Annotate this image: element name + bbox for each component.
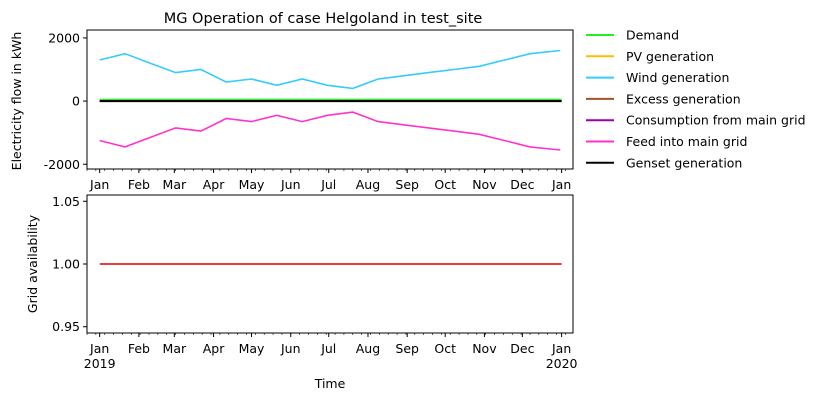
x-tick-label-0-1: Feb: [128, 177, 150, 192]
y-tick-label-1-2: 1.05: [52, 194, 80, 209]
y-tick-label-1-1: 1.00: [52, 257, 80, 272]
series-line-0-2: [99, 49, 561, 90]
legend-label-1: PV generation: [626, 49, 714, 64]
legend-label-5: Feed into main grid: [626, 134, 747, 149]
legend-label-4: Consumption from main grid: [626, 113, 806, 128]
x-tick-label-1-10: Nov: [472, 341, 497, 356]
x-tick-label-1-5: Jun: [280, 341, 301, 356]
legend-label-0: Demand: [626, 28, 679, 43]
top-plot-frame: [86, 29, 574, 170]
x-tick-label-1-6: Jul: [320, 341, 336, 356]
bottom-y-axis-label: Grid availability: [25, 214, 40, 313]
x-tick-label-0-9: Oct: [434, 177, 456, 192]
x-tick-label-0-2: Mar: [163, 177, 187, 192]
y-tick-label-0-1: 0: [72, 94, 80, 109]
x-tick-label-1-4: May: [239, 341, 265, 356]
x-tick-label-0-0: Jan: [89, 177, 109, 192]
x-tick-label-0-6: Jul: [320, 177, 336, 192]
x-tick-label-0-11: Dec: [510, 177, 534, 192]
x-tick-label-1-7: Aug: [356, 341, 380, 356]
chart-title: MG Operation of case Helgoland in test_s…: [164, 11, 483, 27]
x-tick-label-1-9: Oct: [434, 341, 456, 356]
y-tick-label-1-0: 0.95: [52, 319, 80, 334]
legend-label-6: Genset generation: [626, 155, 742, 170]
x-tick-label-0-12: Jan: [551, 177, 571, 192]
top-y-axis-label: Electricity flow in kWh: [9, 32, 24, 171]
x-tick-label-0-3: Apr: [203, 177, 225, 192]
x-tick-label-0-7: Aug: [356, 177, 380, 192]
legend-label-2: Wind generation: [626, 70, 729, 85]
x-tick-label-1-8: Sep: [395, 341, 419, 356]
x-year-label-0: 2019: [84, 356, 116, 371]
legend: Demand PV generation Wind generation Excess…: [586, 28, 806, 170]
x-tick-label-1-2: Mar: [163, 341, 187, 356]
y-tick-label-0-0: -2000: [44, 157, 80, 172]
x-tick-label-1-0: Jan: [89, 341, 109, 356]
x-tick-label-1-3: Apr: [203, 341, 225, 356]
x-tick-label-0-5: Jun: [280, 177, 301, 192]
legend-label-3: Excess generation: [626, 91, 741, 106]
bottom-plot-axes: 0.95 1.00 1.05 Jan Feb Mar Apr May Jun Jul Aug Sep O…: [52, 194, 577, 371]
y-tick-label-0-2: 2000: [48, 30, 80, 45]
x-tick-label-1-12: Jan: [551, 341, 571, 356]
series-line-0-5: [99, 111, 561, 151]
bottom-x-axis-label: Time: [314, 376, 346, 391]
top-plot-axes: -2000 0 2000 Jan Feb Mar Apr May Jun Jul Aug Sep Oct…: [44, 30, 572, 192]
x-tick-label-1-11: Dec: [510, 341, 534, 356]
x-tick-label-0-4: May: [239, 177, 265, 192]
x-tick-label-0-8: Sep: [395, 177, 419, 192]
x-tick-label-0-10: Nov: [472, 177, 497, 192]
top-plot-series: [99, 49, 562, 151]
x-tick-label-1-1: Feb: [128, 341, 150, 356]
x-year-label-1: 2020: [546, 356, 578, 371]
